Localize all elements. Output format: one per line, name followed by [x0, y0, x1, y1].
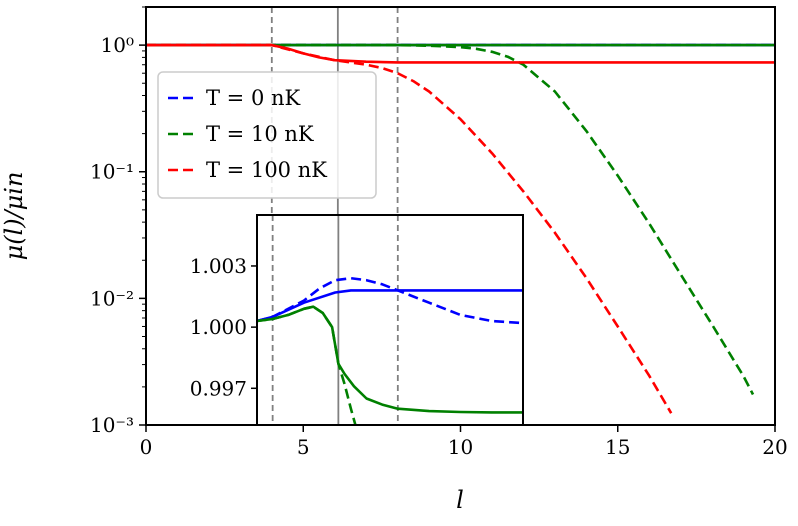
y-tick-label: 10⁰: [101, 33, 134, 57]
series-line: [146, 43, 673, 414]
inset-plot: 1.003 1.000 0.997: [190, 214, 524, 426]
main-axes: 0 5 10 15 20 10⁰ 10⁻¹ 10⁻² 10⁻³: [90, 6, 788, 459]
main-series-group: [146, 43, 775, 414]
legend-label: T = 0 nK: [206, 86, 301, 110]
inset-y-tick-label: 1.000: [190, 315, 247, 339]
y-tick-label: 10⁻²: [90, 286, 134, 310]
legend-label: T = 10 nK: [206, 122, 314, 146]
x-tick-label: 5: [297, 435, 310, 459]
x-tick-label: 0: [140, 435, 153, 459]
x-tick-label: 15: [605, 435, 630, 459]
x-axis-label: l: [456, 486, 464, 514]
inset-y-tick-label: 0.997: [190, 376, 247, 400]
x-tick-label: 20: [762, 435, 787, 459]
y-tick-label: 10⁻³: [90, 413, 134, 437]
inset-y-tick-label: 1.003: [190, 254, 247, 278]
y-tick-label: 10⁻¹: [90, 160, 134, 184]
y-axis-label: μ(l)/μin: [0, 172, 28, 261]
inset-background: [257, 215, 523, 425]
legend-label: T = 100 nK: [206, 158, 327, 182]
x-tick-label: 10: [448, 435, 473, 459]
inset-plot-area: [257, 215, 523, 425]
inset-series-line: [257, 305, 523, 414]
inset-series-line: [257, 276, 523, 325]
inset-frame: [256, 214, 524, 426]
legend: T = 0 nK T = 10 nK T = 100 nK: [157, 71, 377, 199]
legend-box: [157, 71, 377, 199]
series-line: [146, 43, 775, 64]
inset-series-line: [257, 305, 357, 425]
